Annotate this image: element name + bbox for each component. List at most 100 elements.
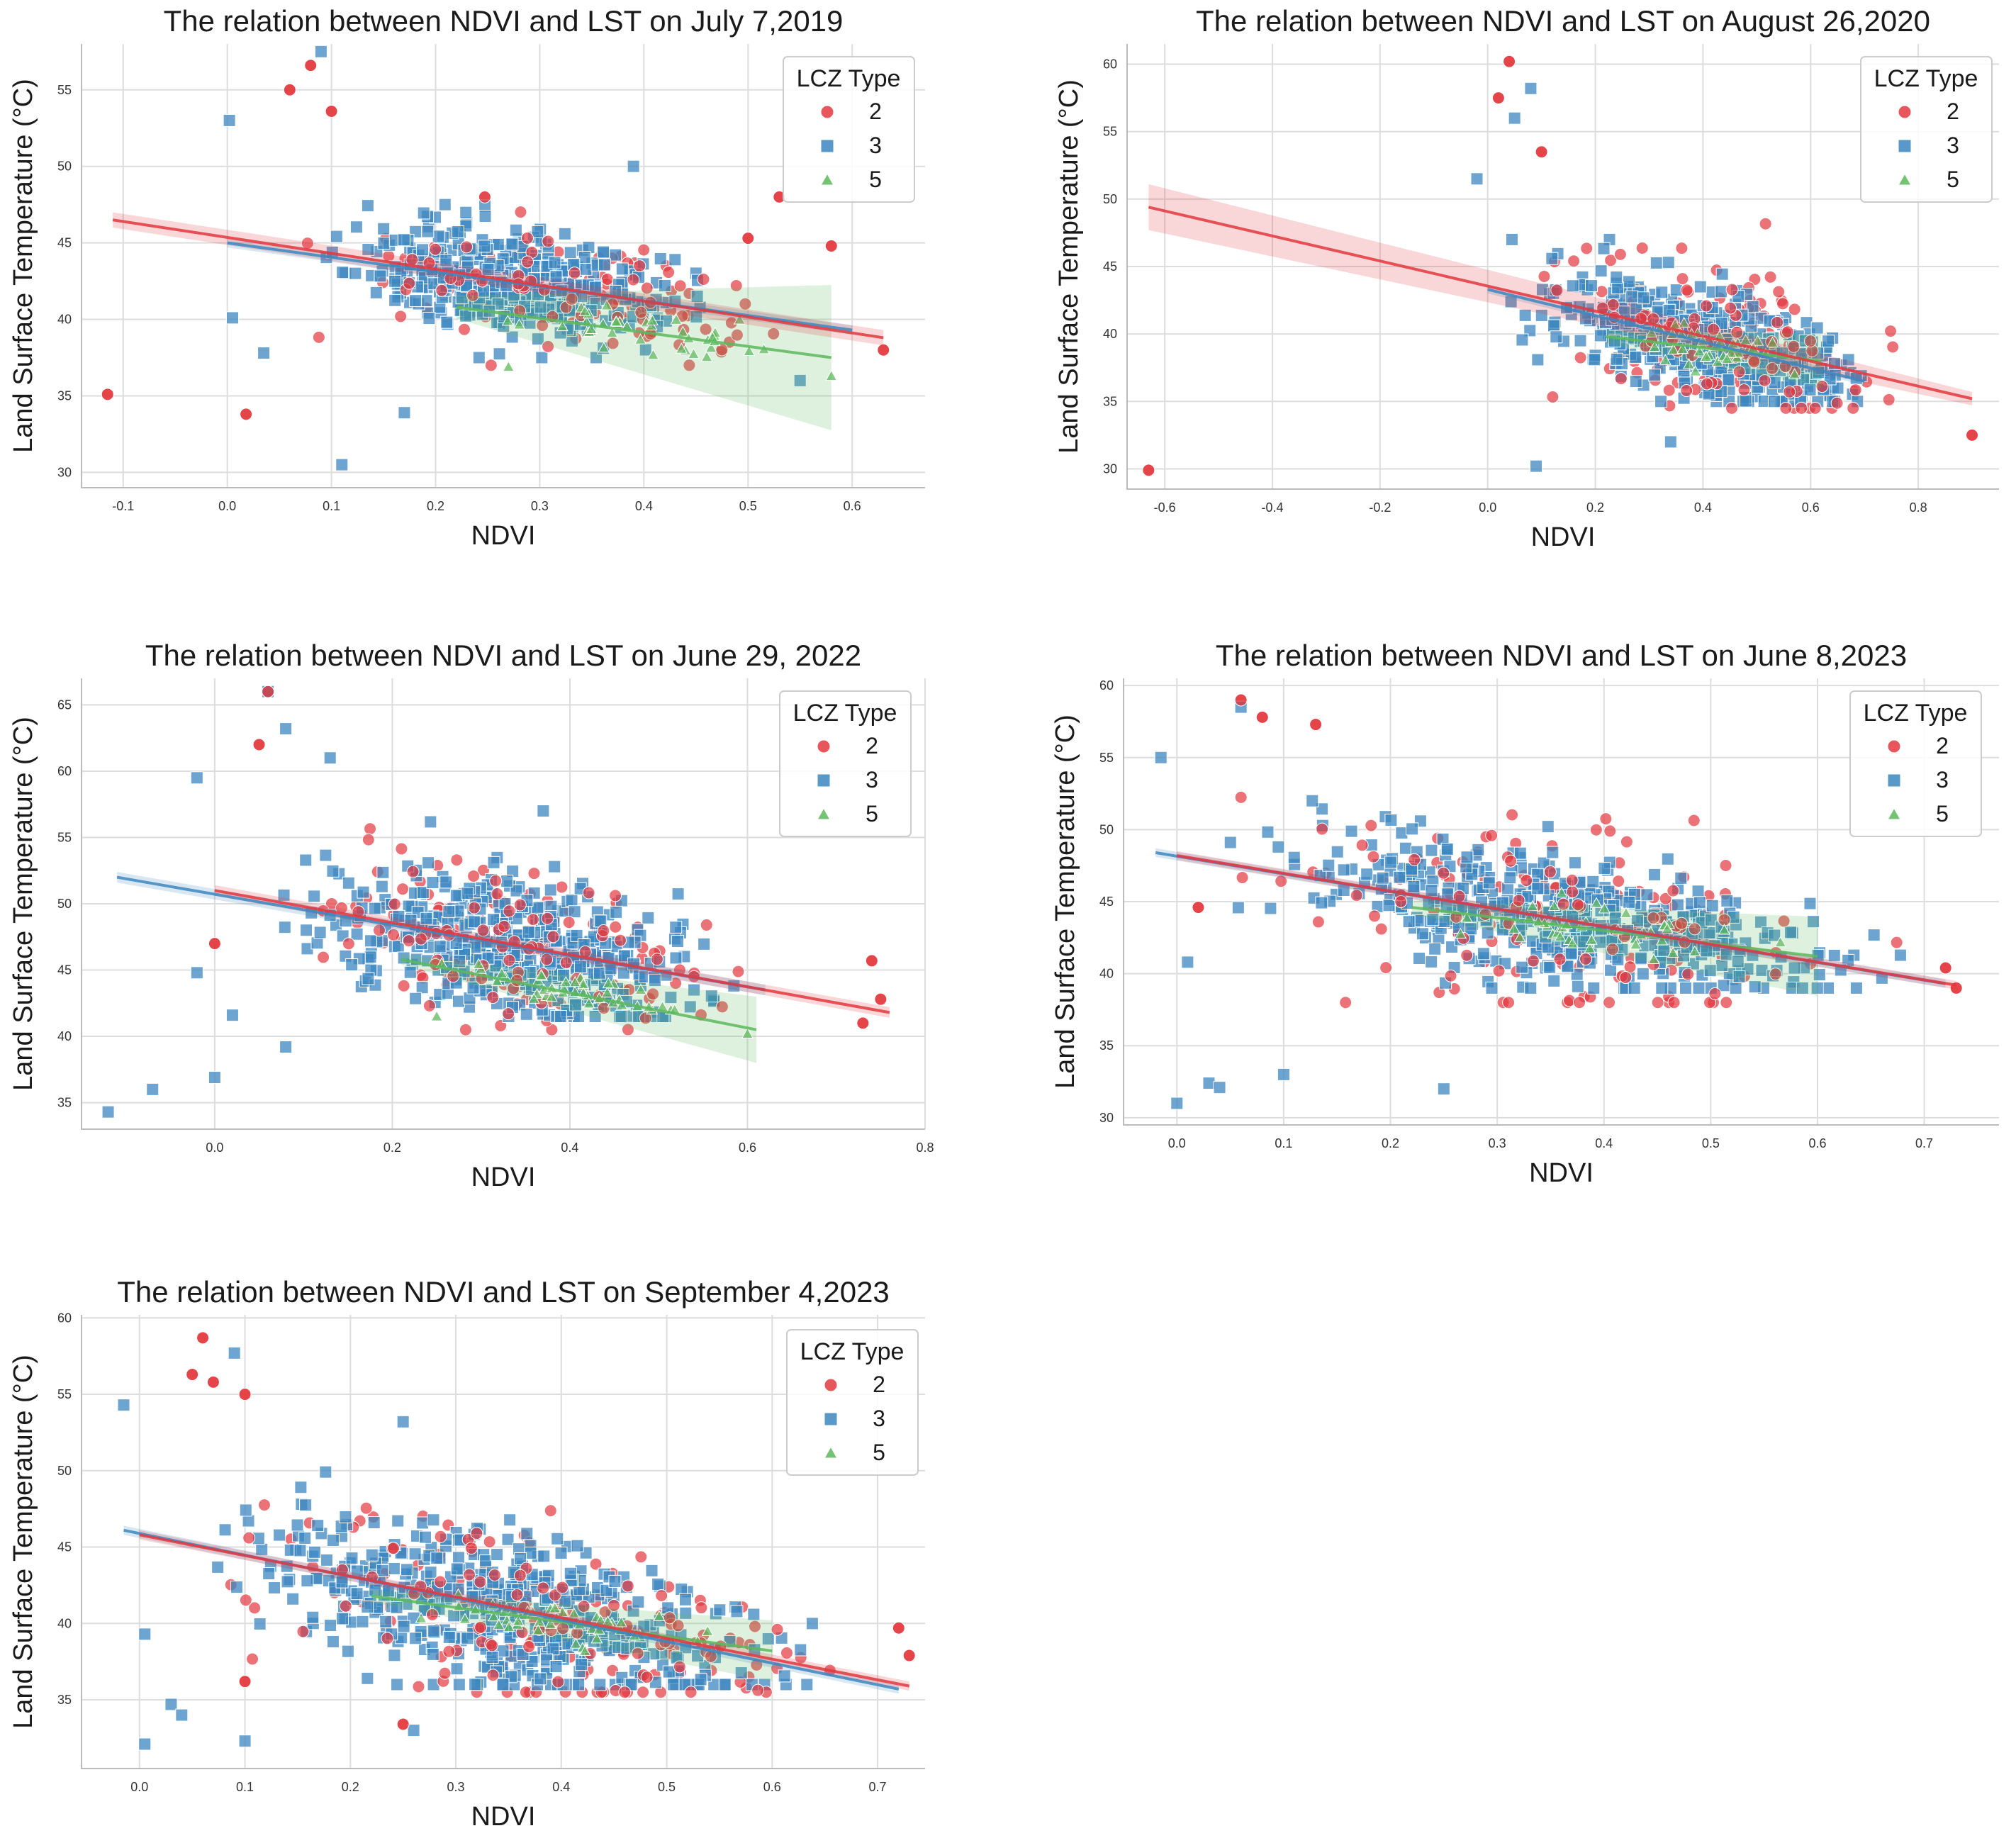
lcz-3-point <box>409 1632 422 1645</box>
lcz-3-point <box>349 267 362 280</box>
lcz-3-point <box>554 1547 568 1560</box>
lcz-5-point <box>430 1010 443 1021</box>
lcz-3-point <box>1287 851 1301 864</box>
lcz-3-point <box>117 1399 130 1412</box>
x-tick-label: 0.4 <box>635 499 653 513</box>
lcz-3-point <box>500 875 514 888</box>
lcz-2-point <box>442 1644 456 1658</box>
lcz-2-point <box>637 1686 650 1699</box>
lcz-3-point <box>598 258 611 271</box>
lcz-3-point <box>1546 846 1559 859</box>
lcz-2-point <box>458 323 471 336</box>
lcz-3-point <box>491 1548 504 1562</box>
y-axis-label: Land Surface Temperature (°C) <box>9 717 38 1091</box>
lcz-2-point <box>1830 396 1844 410</box>
legend-label: 2 <box>866 733 878 758</box>
legend-label: 5 <box>873 1440 885 1465</box>
lcz-3-point <box>1154 751 1167 764</box>
lcz-3-point <box>459 206 473 219</box>
lcz-3-point <box>1625 290 1639 303</box>
lcz-3-point <box>1202 1077 1216 1090</box>
lcz-3-point <box>1516 333 1529 347</box>
lcz-2-point <box>1355 839 1369 852</box>
chart-panel-5: 0.0 0.1 0.2 0.3 0.4 0.5 0.6 0.7354045505560The … <box>9 1275 925 1832</box>
legend-label: 2 <box>873 1372 885 1397</box>
legend-marker-lcz-2 <box>1898 105 1912 119</box>
lcz-3-point <box>326 1635 340 1648</box>
lcz-2-point <box>1667 996 1681 1009</box>
lcz-3-point <box>572 1678 586 1691</box>
axes-spine <box>81 44 925 488</box>
lcz-3-point <box>554 1010 567 1023</box>
lcz-3-point <box>690 290 704 303</box>
y-tick-label: 45 <box>1099 895 1114 909</box>
lcz-2-point <box>1795 401 1808 415</box>
lcz-2-point <box>732 965 745 978</box>
lcz-2-point <box>1620 835 1633 848</box>
legend-label: 3 <box>866 767 878 792</box>
lcz-2-point <box>1579 952 1592 965</box>
legend-title: LCZ Type <box>1864 700 1968 727</box>
lcz-2-point <box>484 359 498 372</box>
lcz-2-point <box>1651 996 1664 1009</box>
x-axis-label: NDVI <box>1531 522 1596 552</box>
lcz-2-point <box>597 924 610 938</box>
lcz-2-point <box>634 306 648 319</box>
lcz-2-point <box>296 1625 310 1638</box>
lcz-2-point <box>510 1588 524 1601</box>
lcz-3-point <box>1693 280 1707 293</box>
lcz-3-point <box>190 966 203 980</box>
lcz-2-point <box>739 297 752 310</box>
lcz-2-point <box>551 1675 565 1688</box>
lcz-3-point <box>608 1574 622 1588</box>
lcz-2-point <box>874 992 887 1006</box>
lcz-3-point <box>1746 300 1759 313</box>
lcz-3-point <box>314 45 327 58</box>
lcz-2-point <box>1504 854 1518 868</box>
lcz-3-point <box>568 905 581 919</box>
lcz-3-point <box>800 1678 814 1691</box>
lcz-3-point <box>400 1563 413 1576</box>
lcz-3-point <box>610 905 623 919</box>
lcz-2-point <box>1783 385 1796 398</box>
lcz-2-point <box>1460 948 1474 962</box>
lcz-2-point <box>1635 241 1649 254</box>
lcz-3-point <box>430 1552 444 1565</box>
lcz-3-point <box>1674 871 1688 885</box>
lcz-2-point <box>1367 850 1380 863</box>
lcz-2-point <box>1574 351 1587 364</box>
lcz-3-point <box>1223 836 1237 849</box>
lcz-2-point <box>684 1686 698 1699</box>
lcz-3-point <box>565 894 578 907</box>
lcz-3-point <box>397 1620 410 1633</box>
lcz-3-point <box>1610 352 1623 366</box>
lcz-3-point <box>671 887 685 901</box>
lcz-3-point <box>467 915 481 929</box>
lcz-2-point <box>467 869 481 882</box>
lcz-3-point <box>257 347 271 360</box>
lcz-5-point <box>578 305 591 316</box>
lcz-3-point <box>469 1678 482 1691</box>
lcz-2-point <box>650 953 663 966</box>
lcz-3-point <box>794 1643 807 1657</box>
lcz-3-point <box>1472 843 1485 856</box>
lcz-3-point <box>1543 960 1557 974</box>
axes-spine <box>1126 44 1999 490</box>
lcz-3-point <box>1655 981 1669 994</box>
lcz-3-point <box>391 1678 404 1691</box>
lcz-3-point <box>319 848 332 862</box>
lcz-2-point <box>521 255 534 269</box>
lcz-2-point <box>503 904 516 918</box>
lcz-2-point <box>483 1535 496 1549</box>
lcz-2-point <box>662 266 676 279</box>
y-tick-label: 40 <box>1099 967 1114 981</box>
lcz-3-point <box>367 1515 381 1529</box>
lcz-2-point <box>403 276 416 290</box>
lcz-3-point <box>342 876 355 890</box>
lcz-3-point <box>589 351 603 364</box>
lcz-3-point <box>319 1465 332 1479</box>
y-tick-label: 60 <box>57 764 72 778</box>
x-tick-label: 0.2 <box>383 1141 401 1155</box>
x-tick-label: 0.1 <box>323 499 340 513</box>
lcz-2-point <box>856 1016 870 1030</box>
